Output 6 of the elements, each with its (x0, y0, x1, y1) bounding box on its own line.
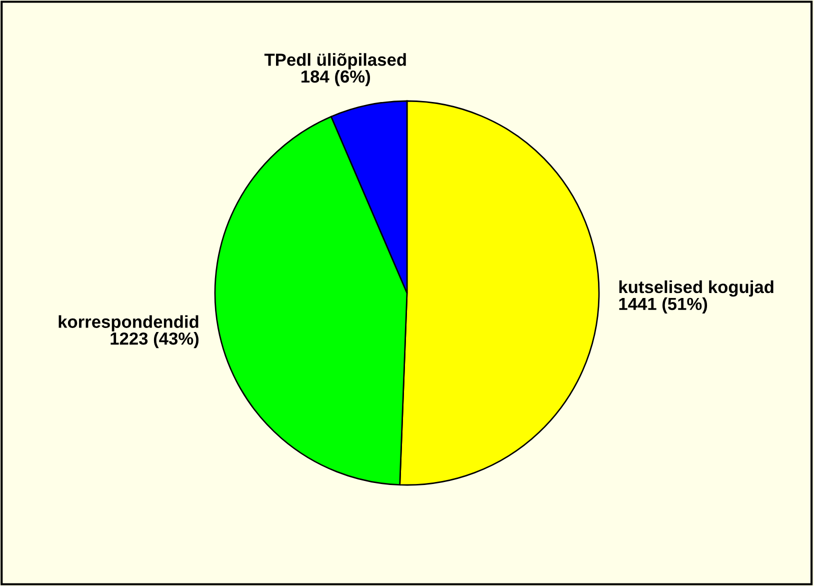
data-label: 184 (6%) (302, 70, 370, 86)
slice-label: korrespondendid (58, 315, 198, 332)
data-label: 1441 (51%) (619, 297, 708, 314)
slice-label: kutselised kogujad (619, 280, 774, 297)
slice-label: TPedl üliõpilased (264, 53, 406, 70)
data-label: 1223 (43%) (110, 332, 199, 348)
